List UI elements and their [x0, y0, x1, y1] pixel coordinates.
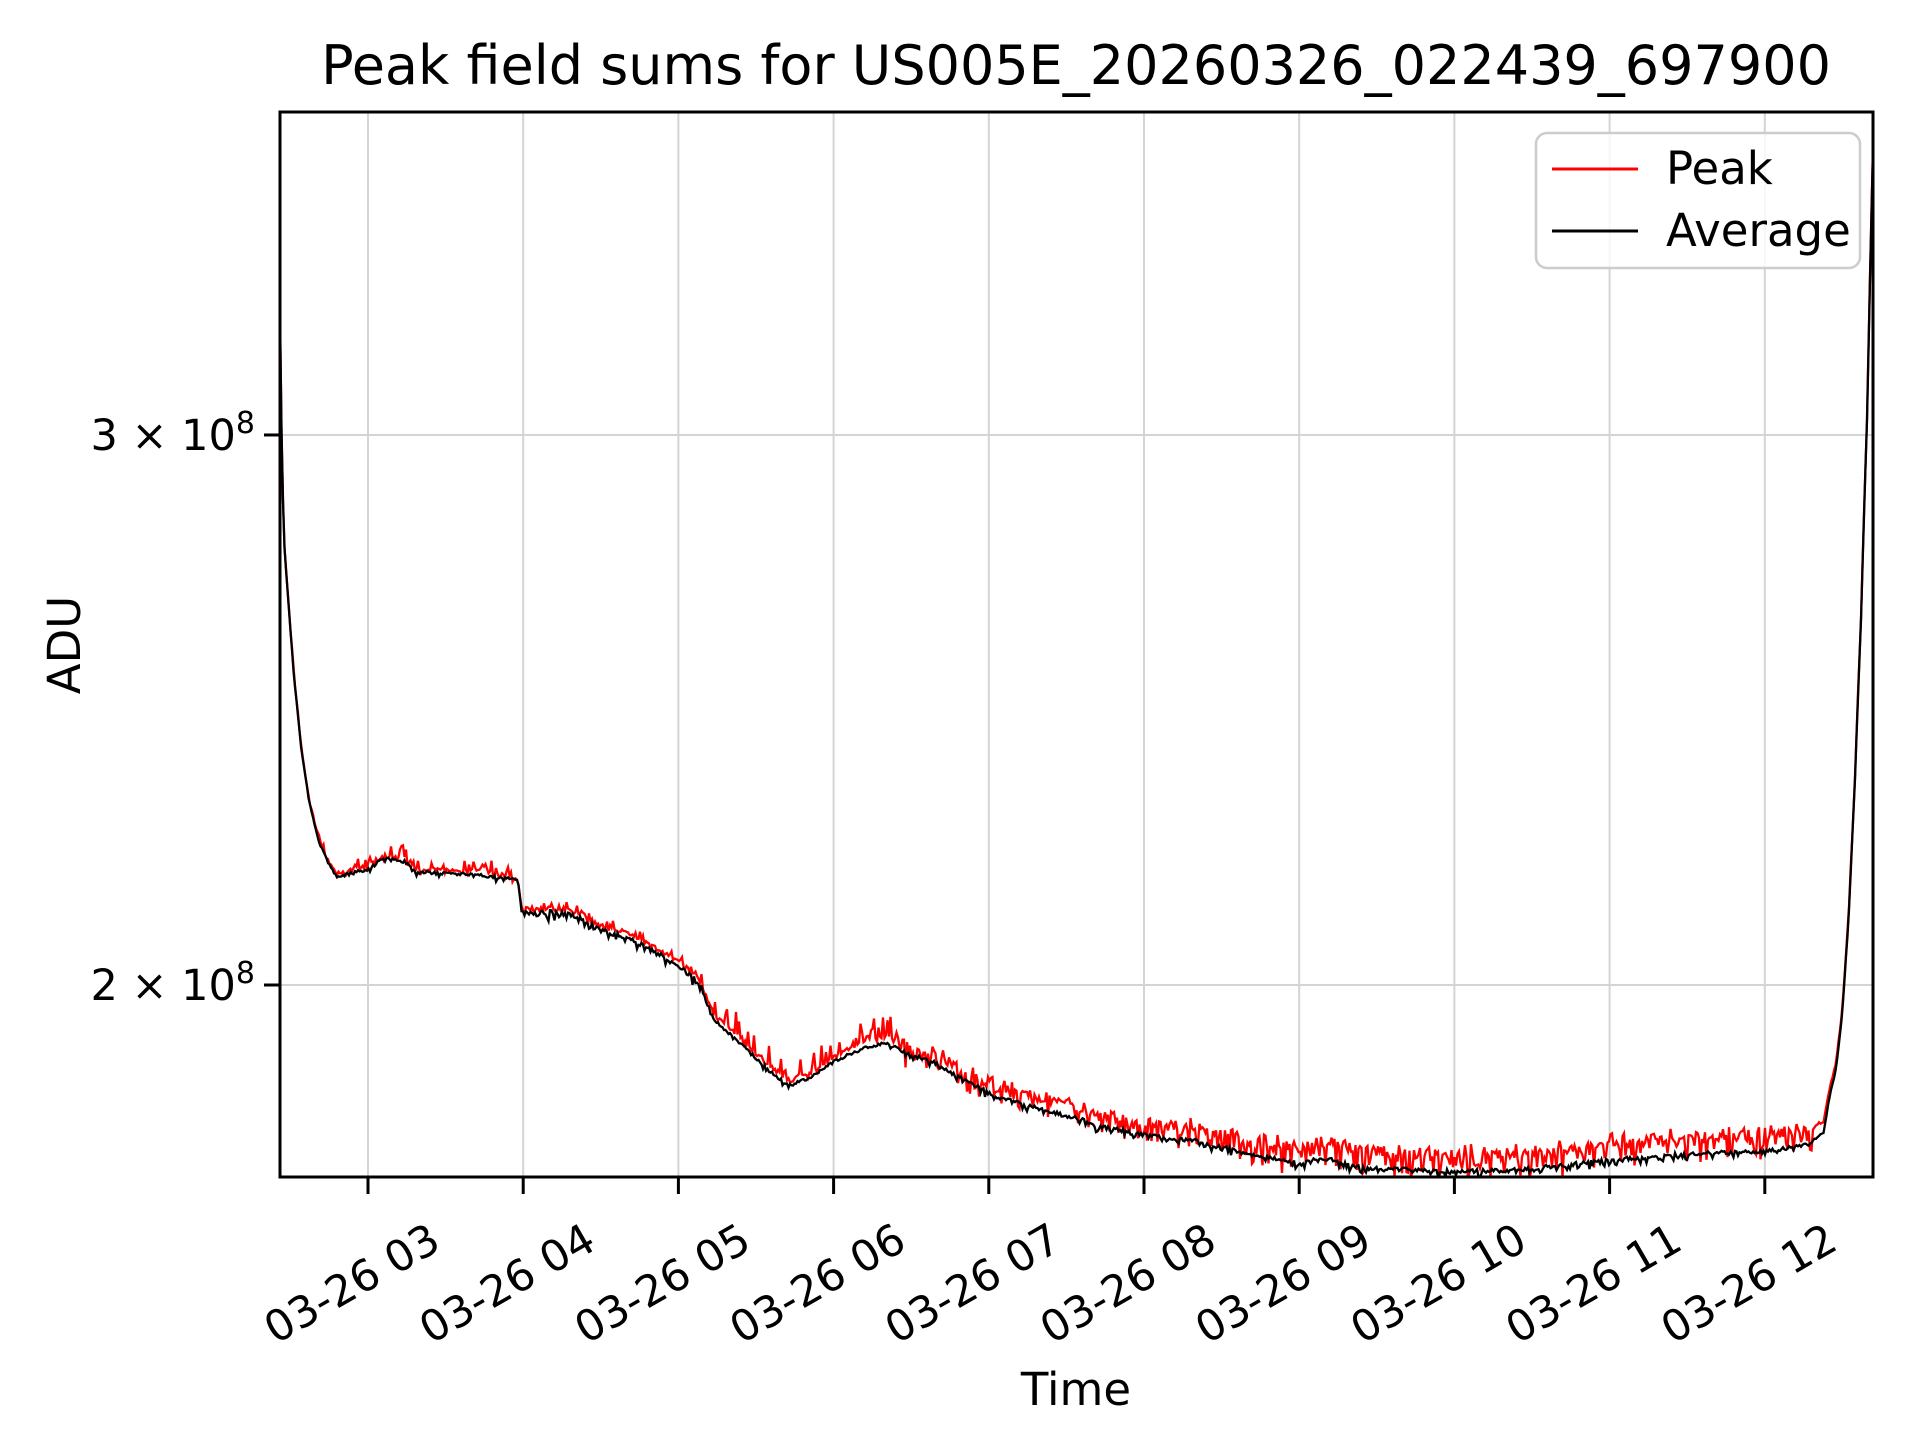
y-axis-ticks: 2 × 108 3 × 108 [90, 406, 279, 1011]
y-axis-label: ADU [38, 596, 91, 694]
x-axis-label: Time [1020, 1363, 1131, 1416]
x-tick-label: 03-26 12 [1653, 1214, 1845, 1354]
legend: Peak Average [1534, 131, 1862, 270]
x-tick-label: 03-26 10 [1342, 1214, 1534, 1354]
chart-title: Peak field sums for US005E_20260326_0224… [321, 34, 1831, 97]
x-tick-label: 03-26 06 [722, 1214, 914, 1354]
peak-line [280, 146, 1873, 1177]
axes-frame [278, 110, 1875, 1179]
y-tick-label: 2 × 108 [90, 956, 255, 1011]
data-lines [280, 146, 1873, 1177]
x-tick-label: 03-26 04 [411, 1214, 603, 1354]
y-tick-label: 3 × 108 [90, 406, 255, 461]
plot-area [280, 112, 1873, 1177]
legend-label-peak: Peak [1666, 142, 1773, 195]
x-tick-label: 03-26 03 [256, 1214, 448, 1354]
legend-box [1534, 131, 1862, 270]
legend-label-average: Average [1666, 204, 1851, 257]
x-tick-label: 03-26 08 [1032, 1214, 1224, 1354]
x-tick-label: 03-26 11 [1498, 1214, 1690, 1354]
average-line [280, 147, 1873, 1177]
x-tick-label: 03-26 09 [1187, 1214, 1379, 1354]
x-tick-label: 03-26 05 [566, 1214, 758, 1354]
grid [280, 112, 1873, 1177]
x-tick-label: 03-26 07 [877, 1214, 1069, 1354]
